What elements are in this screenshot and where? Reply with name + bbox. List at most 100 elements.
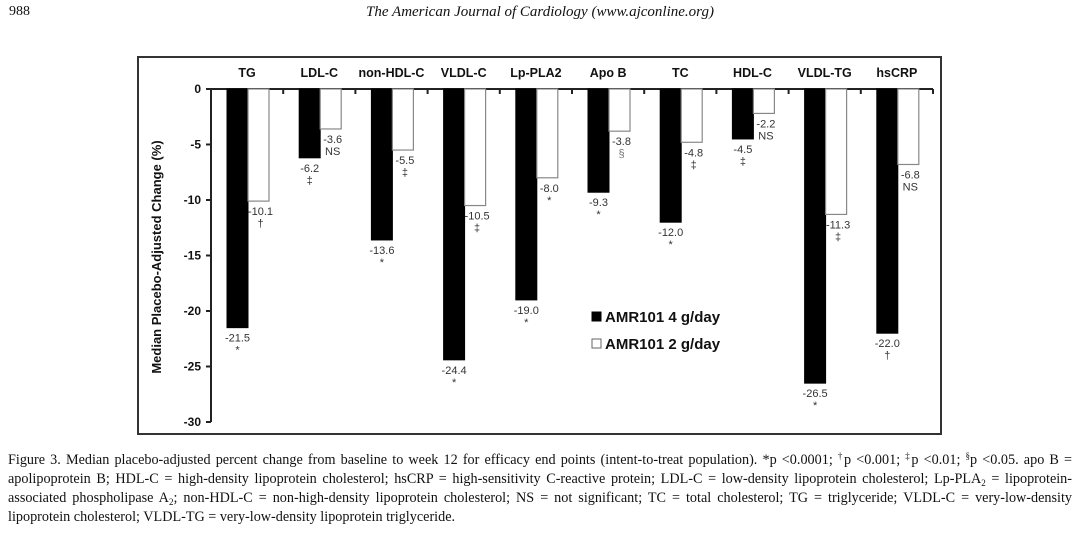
value-label: -6.2 bbox=[300, 163, 319, 175]
value-label: -3.8 bbox=[612, 136, 631, 148]
bar-2g bbox=[608, 88, 631, 132]
bar-4g bbox=[731, 88, 754, 140]
value-label: -21.5 bbox=[225, 333, 250, 345]
legend-swatch-4g bbox=[591, 311, 602, 322]
category-label: TC bbox=[672, 66, 689, 80]
value-label: -4.5 bbox=[733, 144, 752, 156]
bar-4g bbox=[876, 88, 899, 334]
y-axis-label: Median Placebo-Adjusted Change (%) bbox=[149, 140, 164, 373]
category-label: VLDL-C bbox=[441, 66, 487, 80]
caption-subscript-2b: 2 bbox=[168, 497, 174, 507]
value-label: -5.5 bbox=[395, 155, 414, 167]
value-label: -8.0 bbox=[540, 183, 559, 195]
caption-text-4: p <0.05. apo B = apolipoprotein B; HDL-C… bbox=[8, 452, 1073, 487]
bar-4g bbox=[515, 88, 538, 301]
bar-2g bbox=[824, 88, 848, 216]
bar-2g bbox=[319, 88, 342, 130]
significance-label: * bbox=[524, 317, 529, 329]
significance-label: * bbox=[380, 257, 385, 269]
significance-label: NS bbox=[325, 146, 340, 158]
bar-4g bbox=[370, 88, 393, 241]
bar-4g bbox=[298, 88, 321, 159]
value-label: -4.8 bbox=[684, 147, 703, 159]
caption-text-3: p <0.01; bbox=[911, 452, 966, 468]
journal-running-head: The American Journal of Cardiology (www.… bbox=[366, 4, 714, 20]
bar-4g bbox=[443, 88, 466, 361]
y-tick-label: -10 bbox=[184, 193, 202, 207]
significance-label: ‡ bbox=[740, 156, 746, 168]
bar-2g bbox=[680, 88, 703, 143]
page-number: 988 bbox=[9, 4, 30, 19]
significance-label: ‡ bbox=[307, 175, 313, 187]
significance-label: * bbox=[669, 239, 674, 251]
bar-4g bbox=[659, 88, 682, 223]
bar-2g bbox=[464, 88, 487, 207]
category-label: hsCRP bbox=[876, 66, 917, 80]
category-label: HDL-C bbox=[733, 66, 772, 80]
y-tick-label: 0 bbox=[194, 82, 201, 96]
significance-label: * bbox=[547, 195, 552, 207]
value-label: -6.8 bbox=[901, 169, 920, 181]
value-labels: -21.5*-6.2‡-13.6*-24.4*-19.0*-9.3*-12.0*… bbox=[225, 118, 920, 412]
bar-2g bbox=[247, 88, 270, 202]
bar-4g bbox=[587, 88, 610, 193]
legend-label: AMR101 4 g/day bbox=[605, 309, 721, 326]
significance-label: * bbox=[235, 345, 240, 357]
significance-label: NS bbox=[903, 181, 918, 193]
significance-label: ‡ bbox=[835, 231, 841, 243]
y-tick-label: -25 bbox=[184, 360, 202, 374]
bars bbox=[226, 88, 920, 384]
y-tick-label: -15 bbox=[184, 249, 202, 263]
value-label: -11.3 bbox=[826, 219, 850, 231]
caption-double-dagger: ‡ bbox=[905, 451, 912, 461]
y-tick-label: -20 bbox=[184, 304, 202, 318]
caption-section-mark: § bbox=[965, 451, 971, 461]
bar-2g bbox=[391, 88, 414, 151]
value-label: -9.3 bbox=[589, 197, 608, 209]
category-label: Lp-PLA2 bbox=[510, 66, 561, 80]
significance-label: ‡ bbox=[691, 159, 697, 171]
significance-label: † bbox=[257, 218, 263, 230]
y-tick-label: -30 bbox=[184, 415, 202, 429]
bar-4g bbox=[804, 88, 827, 384]
caption-text-2: p <0.001; bbox=[844, 452, 906, 468]
caption-dagger: † bbox=[837, 451, 845, 461]
legend-label: AMR101 2 g/day bbox=[605, 336, 721, 353]
category-label: LDL-C bbox=[301, 66, 339, 80]
value-label: -19.0 bbox=[514, 305, 539, 317]
y-tick-label: -5 bbox=[190, 138, 201, 152]
caption-subscript-2a: 2 bbox=[981, 478, 986, 488]
bar-2g bbox=[897, 88, 920, 166]
value-label: -12.0 bbox=[658, 227, 683, 239]
value-label: -10.5 bbox=[465, 211, 490, 223]
category-label: non-HDL-C bbox=[359, 66, 425, 80]
category-label: VLDL-TG bbox=[798, 66, 852, 80]
category-label: Apo B bbox=[590, 66, 627, 80]
caption-text-5: = lipoprotein-associated phospholipase A bbox=[8, 471, 1073, 506]
significance-label: * bbox=[596, 209, 601, 221]
significance-label: ‡ bbox=[474, 223, 480, 235]
significance-label: * bbox=[813, 400, 818, 412]
bar-2g bbox=[536, 88, 559, 179]
category-label: TG bbox=[238, 66, 255, 80]
value-label: -3.6 bbox=[323, 134, 342, 146]
legend-swatch-2g bbox=[591, 338, 602, 349]
value-label: -26.5 bbox=[803, 388, 828, 400]
value-label: -22.0 bbox=[875, 338, 900, 350]
significance-label: † bbox=[884, 350, 890, 362]
category-labels: TG LDL-C non-HDL-C VLDL-C Lp-PLA2 Apo B TC HDL-… bbox=[238, 66, 917, 80]
figure-caption: Figure 3. Median placebo-adjusted percen… bbox=[8, 451, 1072, 527]
value-label: -10.1 bbox=[248, 206, 273, 218]
significance-label: * bbox=[452, 377, 457, 389]
value-label: -13.6 bbox=[369, 245, 394, 257]
significance-label: NS bbox=[758, 130, 773, 142]
legend: AMR101 4 g/day AMR101 2 g/day bbox=[591, 309, 721, 353]
significance-label: § bbox=[618, 148, 624, 160]
caption-text-6: ; non-HDL-C = non-high-density lipoprote… bbox=[8, 490, 1072, 525]
value-label: -2.2 bbox=[756, 118, 775, 130]
value-label: -24.4 bbox=[442, 365, 467, 377]
significance-label: ‡ bbox=[402, 167, 408, 179]
bar-4g bbox=[226, 88, 249, 329]
caption-text-1: Figure 3. Median placebo-adjusted percen… bbox=[8, 452, 838, 468]
